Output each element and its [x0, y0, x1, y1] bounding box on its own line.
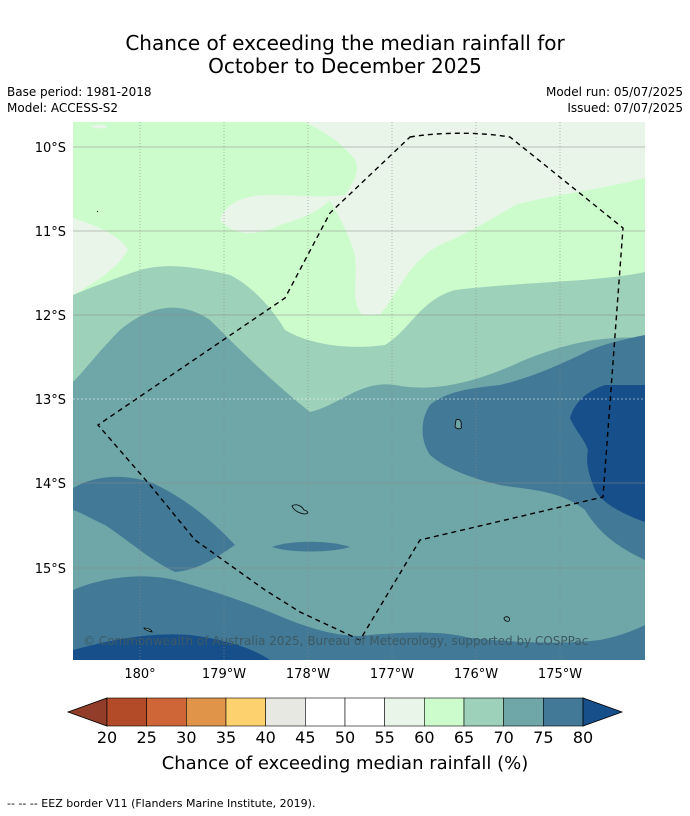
colorbar-tick-label: 45: [295, 728, 315, 747]
lon-label: 178°W: [286, 667, 330, 682]
colorbar-tick-label: 35: [216, 728, 236, 747]
colorbar-tick-label: 55: [374, 728, 394, 747]
rainfall-probability-field: © Commonwealth of Australia 2025, Bureau…: [73, 122, 645, 660]
lon-label: 177°W: [370, 667, 414, 682]
colorbar-tick-label: 20: [97, 728, 117, 747]
colorbar-swatch: [305, 697, 346, 727]
lon-label: 180°: [124, 667, 155, 682]
lat-label: 15°S: [35, 562, 66, 577]
graticule: [73, 122, 645, 660]
colorbar-under-arrow: [66, 697, 108, 727]
lat-label: 13°S: [35, 393, 66, 408]
copyright-notice: © Commonwealth of Australia 2025, Bureau…: [83, 634, 588, 648]
colorbar-swatch: [186, 697, 227, 727]
colorbar-swatch: [265, 697, 306, 727]
eez-border: [96, 132, 624, 641]
colorbar-swatch: [225, 697, 266, 727]
eez-legend-note: -- -- -- EEZ border V11 (Flanders Marine…: [7, 797, 316, 810]
lat-label: 11°S: [35, 225, 66, 240]
colorbar-tick-label: 50: [335, 728, 355, 747]
island-lau: [454, 419, 462, 430]
lat-label: 14°S: [35, 477, 66, 492]
region-75-80-west: [73, 476, 235, 572]
colorbar-label: Chance of exceeding median rainfall (%): [161, 753, 529, 774]
colorbar-swatch: [344, 697, 385, 727]
title-line-1: Chance of exceeding the median rainfall …: [125, 31, 565, 55]
latitude-labels: 10°S 11°S 12°S 13°S 14°S 15°S: [35, 141, 66, 577]
region-80-plus-east: [570, 385, 645, 522]
colorbar-swatch: [106, 697, 147, 727]
lon-label: 175°W: [538, 667, 582, 682]
lon-label: 179°W: [202, 667, 246, 682]
meta-right: Model run: 05/07/2025 Issued: 07/07/2025: [546, 84, 683, 116]
colorbar-swatch: [384, 697, 425, 727]
colorbar-tick-label: 65: [454, 728, 474, 747]
title-line-2: October to December 2025: [208, 54, 482, 78]
colorbar-tick-label: 60: [414, 728, 434, 747]
region-75-80-band: [272, 541, 350, 552]
colorbar-tick-label: 30: [176, 728, 196, 747]
island-ono-i-lau: [503, 616, 510, 622]
colorbar-swatch: [503, 697, 544, 727]
colorbar-tick-label: 40: [255, 728, 275, 747]
colorbar-swatch: [424, 697, 465, 727]
colorbar-swatch: [146, 697, 187, 727]
island-north: [96, 210, 99, 213]
island-small: [143, 627, 153, 633]
region-55-60-spot: [90, 124, 108, 129]
region-80-plus-south: [73, 634, 270, 660]
model-name: Model: ACCESS-S2: [7, 101, 119, 115]
region-75-80-south: [73, 576, 645, 660]
colorbar-swatch: [543, 697, 584, 727]
meta-left: Base period: 1981-2018 Model: ACCESS-S2: [7, 84, 152, 116]
colorbar-tick-label: 25: [136, 728, 156, 747]
colorbar-over-arrow: [582, 697, 624, 727]
issued-date: Issued: 07/07/2025: [567, 101, 683, 115]
lon-label: 176°W: [454, 667, 498, 682]
chart-title: Chance of exceeding the median rainfall …: [0, 32, 690, 78]
lat-label: 10°S: [35, 141, 66, 156]
island-kadavu: [291, 504, 309, 515]
longitude-labels: 180° 179°W 178°W 177°W 176°W 175°W: [124, 667, 582, 682]
lat-label: 12°S: [35, 309, 66, 324]
colorbar-ticks: 20 25 30 35 40 45 50 55 60 65 70 75 80: [97, 728, 593, 747]
colorbar-tick-label: 75: [533, 728, 553, 747]
colorbar: [66, 697, 624, 727]
base-period: Base period: 1981-2018: [7, 85, 152, 99]
islands: [96, 210, 510, 633]
colorbar-tick-label: 70: [493, 728, 513, 747]
region-75-80-east: [422, 335, 645, 560]
model-run: Model run: 05/07/2025: [545, 85, 683, 99]
colorbar-swatch: [463, 697, 504, 727]
region-55-60-north: [220, 122, 645, 315]
region-55-60-west: [73, 218, 128, 295]
colorbar-tick-label: 80: [573, 728, 593, 747]
